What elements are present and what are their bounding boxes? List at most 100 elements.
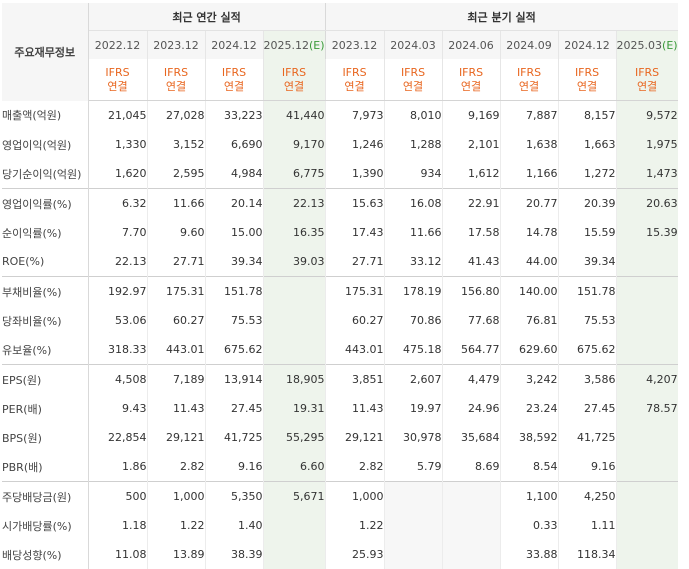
- row-label: 당기순이익(억원): [2, 159, 89, 189]
- value-cell: 1,473: [615, 159, 678, 189]
- period-header: 2024.06: [441, 30, 501, 59]
- value-cell: 443.01: [146, 335, 205, 365]
- value-cell: [615, 481, 678, 511]
- value-cell: 60.27: [324, 306, 385, 335]
- value-cell: 20.63: [615, 188, 678, 218]
- value-cell: 14.78: [499, 218, 559, 247]
- value-cell: 24.96: [441, 394, 501, 423]
- ifrs-basis-label: IFRS 연결: [146, 59, 205, 101]
- value-cell: 27.45: [557, 394, 617, 423]
- ifrs-label: IFRS: [281, 65, 307, 79]
- value-cell: 22,854: [87, 423, 147, 452]
- ifrs-label: IFRS: [574, 65, 600, 79]
- ifrs-label: IFRS: [342, 65, 367, 79]
- value-cell: 5.79: [383, 452, 443, 482]
- value-cell: 27.71: [146, 247, 205, 277]
- ifrs-label: IFRS: [105, 65, 130, 79]
- value-cell: 44.00: [499, 247, 559, 277]
- value-cell: 564.77: [441, 335, 501, 365]
- table-row: 배당성향(%) 11.08 13.89 38.39 25.93 33.88 118.34: [2, 540, 678, 569]
- row-label: 주당배당금(원): [2, 481, 89, 511]
- period-header: 2025.03(E): [615, 30, 678, 59]
- value-cell: 38,592: [499, 423, 559, 452]
- value-cell: 39.03: [262, 247, 326, 277]
- value-cell: 6.60: [262, 452, 326, 482]
- period-header: 2024.09: [499, 30, 559, 59]
- value-cell: 78.57: [615, 394, 678, 423]
- period-header: 2022.12: [87, 30, 147, 59]
- value-cell: 675.62: [204, 335, 263, 365]
- value-cell: 22.13: [262, 188, 326, 218]
- estimate-marker: (E): [309, 38, 325, 52]
- value-cell: 1,612: [441, 159, 501, 189]
- row-label: 당좌비율(%): [2, 306, 89, 335]
- value-cell: 53.06: [87, 306, 147, 335]
- value-cell: [615, 247, 678, 277]
- row-label: 영업이익(억원): [2, 130, 89, 159]
- value-cell: 19.97: [383, 394, 443, 423]
- value-cell: 11.08: [87, 540, 147, 569]
- value-cell: 75.53: [557, 306, 617, 335]
- value-cell: 1,975: [615, 130, 678, 159]
- value-cell: 41,725: [204, 423, 263, 452]
- ifrs-label: IFRS: [221, 65, 247, 79]
- value-cell: 13,914: [204, 364, 263, 394]
- table-row: 당좌비율(%) 53.06 60.27 75.53 60.27 70.86 77.68 76.…: [2, 306, 678, 335]
- consolidated-label: 연결: [460, 79, 482, 93]
- period-header: 2024.03: [383, 30, 443, 59]
- value-cell: 151.78: [204, 276, 263, 306]
- value-cell: 70.86: [383, 306, 443, 335]
- ifrs-basis-label: IFRS 연결: [557, 59, 617, 101]
- row-label: EPS(원): [2, 364, 89, 394]
- value-cell: 16.08: [383, 188, 443, 218]
- row-label: 유보율(%): [2, 335, 89, 365]
- value-cell: 156.80: [441, 276, 501, 306]
- value-cell: 1,390: [324, 159, 385, 189]
- value-cell: [262, 306, 326, 335]
- value-cell: 9.60: [146, 218, 205, 247]
- value-cell: 15.59: [557, 218, 617, 247]
- value-cell: 11.43: [146, 394, 205, 423]
- value-cell: 15.39: [615, 218, 678, 247]
- row-label: 매출액(억원): [2, 100, 89, 130]
- value-cell: 4,479: [441, 364, 501, 394]
- value-cell: 15.00: [204, 218, 263, 247]
- value-cell: 2,101: [441, 130, 501, 159]
- table-row: 부채비율(%) 192.97 175.31 151.78 175.31 178.19 156…: [2, 276, 678, 306]
- value-cell: 1,000: [324, 481, 385, 511]
- value-cell: 4,984: [204, 159, 263, 189]
- value-cell: 7,189: [146, 364, 205, 394]
- consolidated-label: 연결: [165, 79, 187, 93]
- value-cell: [615, 452, 678, 482]
- row-label: 부채비율(%): [2, 276, 89, 306]
- period-label: 2023.12: [331, 38, 378, 52]
- value-cell: 30,978: [383, 423, 443, 452]
- value-cell: [441, 511, 501, 540]
- period-header: 2025.12(E): [262, 30, 326, 59]
- value-cell: 7,973: [324, 100, 385, 130]
- annual-group-header: 최근 연간 실적: [88, 3, 326, 31]
- value-cell: 76.81: [499, 306, 559, 335]
- value-cell: 140.00: [499, 276, 559, 306]
- value-cell: 2,607: [383, 364, 443, 394]
- value-cell: 1,638: [499, 130, 559, 159]
- period-label: 2024.03: [390, 38, 436, 52]
- ifrs-label: IFRS: [516, 65, 542, 79]
- value-cell: 17.43: [324, 218, 385, 247]
- ifrs-basis-label: IFRS 연결: [615, 59, 678, 101]
- value-cell: 55,295: [262, 423, 326, 452]
- table-row: EPS(원) 4,508 7,189 13,914 18,905 3,851 2,607 4,…: [2, 364, 678, 394]
- quarterly-group-header: 최근 분기 실적: [324, 3, 678, 31]
- value-cell: 17.58: [441, 218, 501, 247]
- value-cell: 39.34: [204, 247, 263, 277]
- value-cell: 33.12: [383, 247, 443, 277]
- value-cell: [262, 540, 326, 569]
- value-cell: 118.34: [557, 540, 617, 569]
- value-cell: 60.27: [146, 306, 205, 335]
- value-cell: 5,671: [262, 481, 326, 511]
- value-cell: 1.86: [87, 452, 147, 482]
- value-cell: 20.77: [499, 188, 559, 218]
- value-cell: 1,000: [146, 481, 205, 511]
- table-row: ROE(%) 22.13 27.71 39.34 39.03 27.71 33.12 41.4…: [2, 247, 678, 277]
- value-cell: 175.31: [324, 276, 385, 306]
